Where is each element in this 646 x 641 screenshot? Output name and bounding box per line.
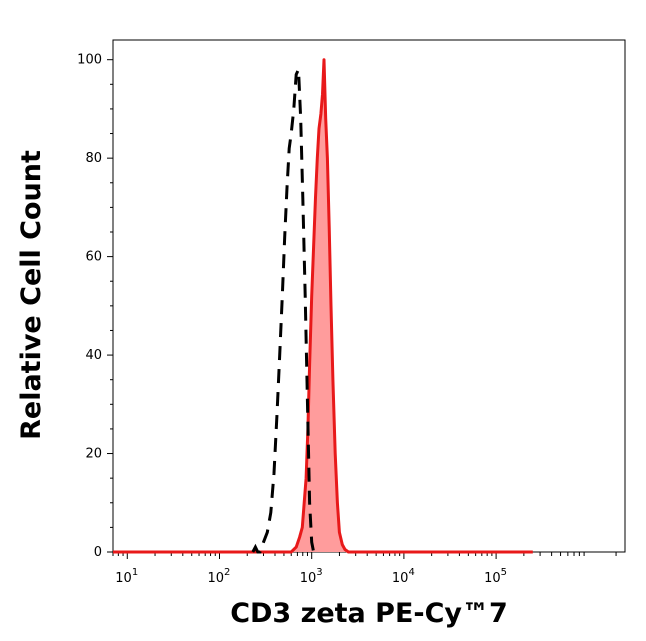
x-axis-title: CD3 zeta PE-Cy™⁠7 xyxy=(230,598,508,629)
x-tick-label: 105 xyxy=(484,567,507,586)
series-line-dashed xyxy=(251,68,316,554)
y-tick-label: 40 xyxy=(85,348,102,363)
plot-frame xyxy=(112,39,626,553)
x-tick-label: 104 xyxy=(392,567,415,586)
y-tick-label: 0 xyxy=(94,545,102,560)
series-area-fill xyxy=(113,59,533,552)
series-line-filled xyxy=(113,58,533,554)
x-tick-label: 103 xyxy=(300,567,323,586)
y-tick-label: 80 xyxy=(85,151,102,166)
y-axis-title: Relative Cell Count xyxy=(16,150,47,440)
x-tick-label: 102 xyxy=(207,567,230,586)
x-tick-label: 101 xyxy=(115,567,138,586)
tick-labels: 0 20 40 60 80 100 101 102 103 104 105 xyxy=(77,53,507,586)
plot-area xyxy=(113,58,533,554)
y-tick-label: 20 xyxy=(85,447,102,462)
y-tick-label: 100 xyxy=(77,53,102,68)
y-tick-label: 60 xyxy=(85,250,102,265)
